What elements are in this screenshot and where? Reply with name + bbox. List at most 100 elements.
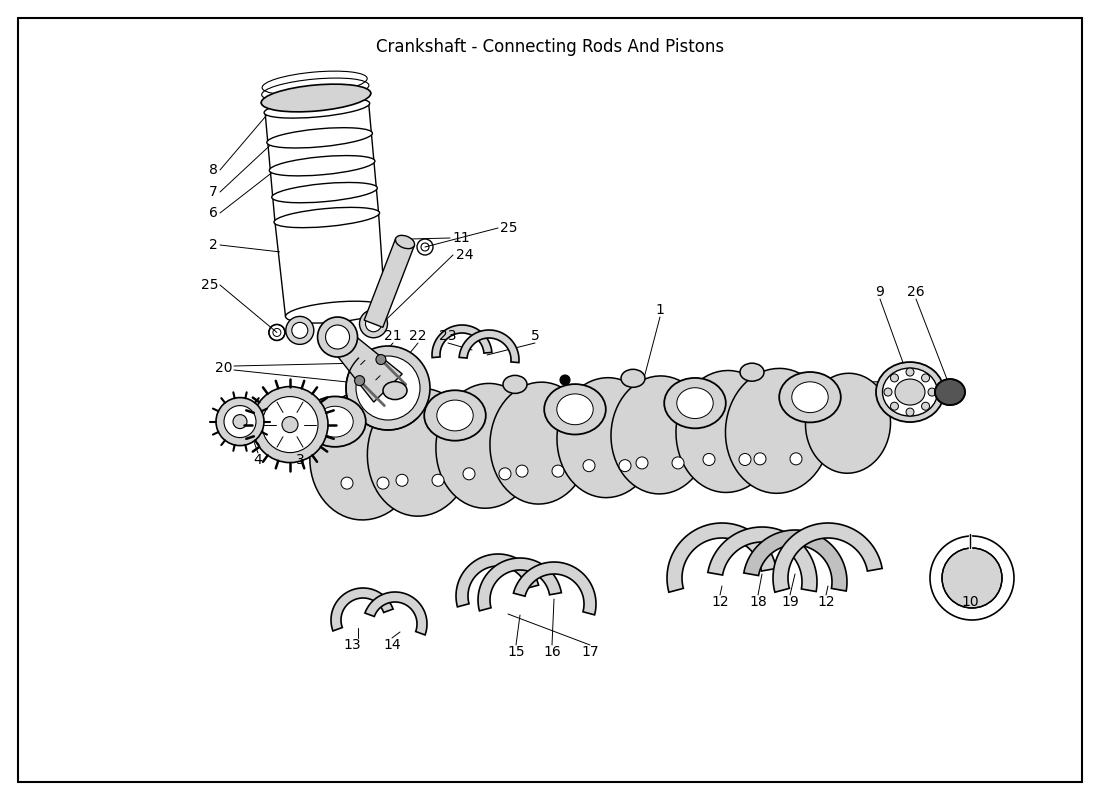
Polygon shape (456, 554, 539, 607)
Text: 20: 20 (214, 361, 232, 375)
Circle shape (906, 368, 914, 376)
Text: 9: 9 (876, 285, 884, 299)
Polygon shape (331, 588, 393, 631)
Circle shape (341, 477, 353, 489)
Ellipse shape (503, 375, 527, 394)
Circle shape (672, 457, 684, 469)
Text: 2: 2 (209, 238, 218, 252)
Polygon shape (514, 562, 596, 615)
Circle shape (233, 414, 248, 429)
Text: 1: 1 (656, 303, 664, 317)
Text: 18: 18 (749, 595, 767, 609)
Ellipse shape (935, 379, 965, 405)
Circle shape (499, 468, 512, 480)
Ellipse shape (267, 128, 373, 148)
Text: 22: 22 (409, 329, 427, 343)
Ellipse shape (779, 372, 840, 422)
Ellipse shape (490, 382, 590, 504)
Circle shape (906, 408, 914, 416)
Polygon shape (364, 238, 415, 327)
Circle shape (739, 454, 751, 466)
Text: 21: 21 (384, 329, 402, 343)
Circle shape (286, 316, 313, 344)
Ellipse shape (437, 400, 473, 431)
Ellipse shape (436, 383, 538, 508)
Text: 13: 13 (343, 638, 361, 652)
Ellipse shape (792, 382, 828, 413)
Text: 26: 26 (908, 285, 925, 299)
Circle shape (790, 453, 802, 465)
Text: 5: 5 (530, 329, 539, 343)
Ellipse shape (879, 367, 940, 418)
Text: 25: 25 (500, 221, 517, 235)
Polygon shape (667, 523, 777, 592)
Ellipse shape (310, 390, 420, 520)
Circle shape (754, 453, 766, 465)
Circle shape (365, 316, 382, 332)
Circle shape (360, 310, 387, 338)
Circle shape (216, 398, 264, 446)
Ellipse shape (286, 302, 385, 323)
Circle shape (318, 317, 358, 357)
Polygon shape (744, 530, 847, 591)
Circle shape (942, 548, 1002, 608)
Ellipse shape (895, 379, 925, 405)
Circle shape (432, 474, 444, 486)
Ellipse shape (664, 378, 726, 428)
Text: 25: 25 (200, 278, 218, 292)
Circle shape (636, 457, 648, 469)
Ellipse shape (876, 362, 944, 422)
Circle shape (552, 465, 564, 477)
Circle shape (292, 322, 308, 338)
Circle shape (326, 325, 350, 349)
Ellipse shape (425, 390, 486, 441)
Ellipse shape (261, 84, 371, 112)
Circle shape (703, 454, 715, 466)
Ellipse shape (557, 378, 657, 498)
Circle shape (396, 474, 408, 486)
Text: 23: 23 (439, 329, 456, 343)
Ellipse shape (264, 98, 370, 118)
Text: 16: 16 (543, 645, 561, 659)
Ellipse shape (676, 388, 713, 418)
Circle shape (224, 406, 256, 438)
Ellipse shape (610, 376, 710, 494)
Ellipse shape (367, 388, 473, 516)
Ellipse shape (383, 382, 407, 399)
Ellipse shape (557, 394, 593, 425)
Ellipse shape (676, 370, 778, 493)
Polygon shape (459, 330, 519, 362)
Circle shape (619, 460, 631, 472)
Text: 19: 19 (781, 595, 799, 609)
Ellipse shape (740, 363, 764, 381)
Circle shape (516, 465, 528, 477)
Text: 11: 11 (452, 231, 470, 245)
Text: 8: 8 (209, 163, 218, 177)
Circle shape (262, 397, 318, 453)
Ellipse shape (274, 207, 379, 228)
Ellipse shape (621, 370, 645, 387)
Circle shape (583, 460, 595, 472)
Polygon shape (365, 592, 427, 635)
Ellipse shape (892, 377, 928, 407)
Circle shape (356, 356, 420, 420)
Polygon shape (329, 329, 403, 402)
Polygon shape (478, 558, 561, 611)
Ellipse shape (317, 406, 353, 437)
Circle shape (377, 477, 389, 489)
Ellipse shape (395, 235, 415, 249)
Circle shape (560, 375, 570, 385)
Circle shape (346, 346, 430, 430)
Text: 12: 12 (712, 595, 729, 609)
Ellipse shape (805, 374, 891, 474)
Ellipse shape (882, 368, 937, 416)
Circle shape (890, 374, 899, 382)
Polygon shape (432, 325, 492, 358)
Circle shape (282, 417, 298, 433)
Text: Crankshaft - Connecting Rods And Pistons: Crankshaft - Connecting Rods And Pistons (376, 38, 724, 56)
Text: 14: 14 (383, 638, 400, 652)
Circle shape (463, 468, 475, 480)
Circle shape (354, 376, 364, 386)
Ellipse shape (272, 182, 377, 202)
Ellipse shape (725, 368, 830, 494)
